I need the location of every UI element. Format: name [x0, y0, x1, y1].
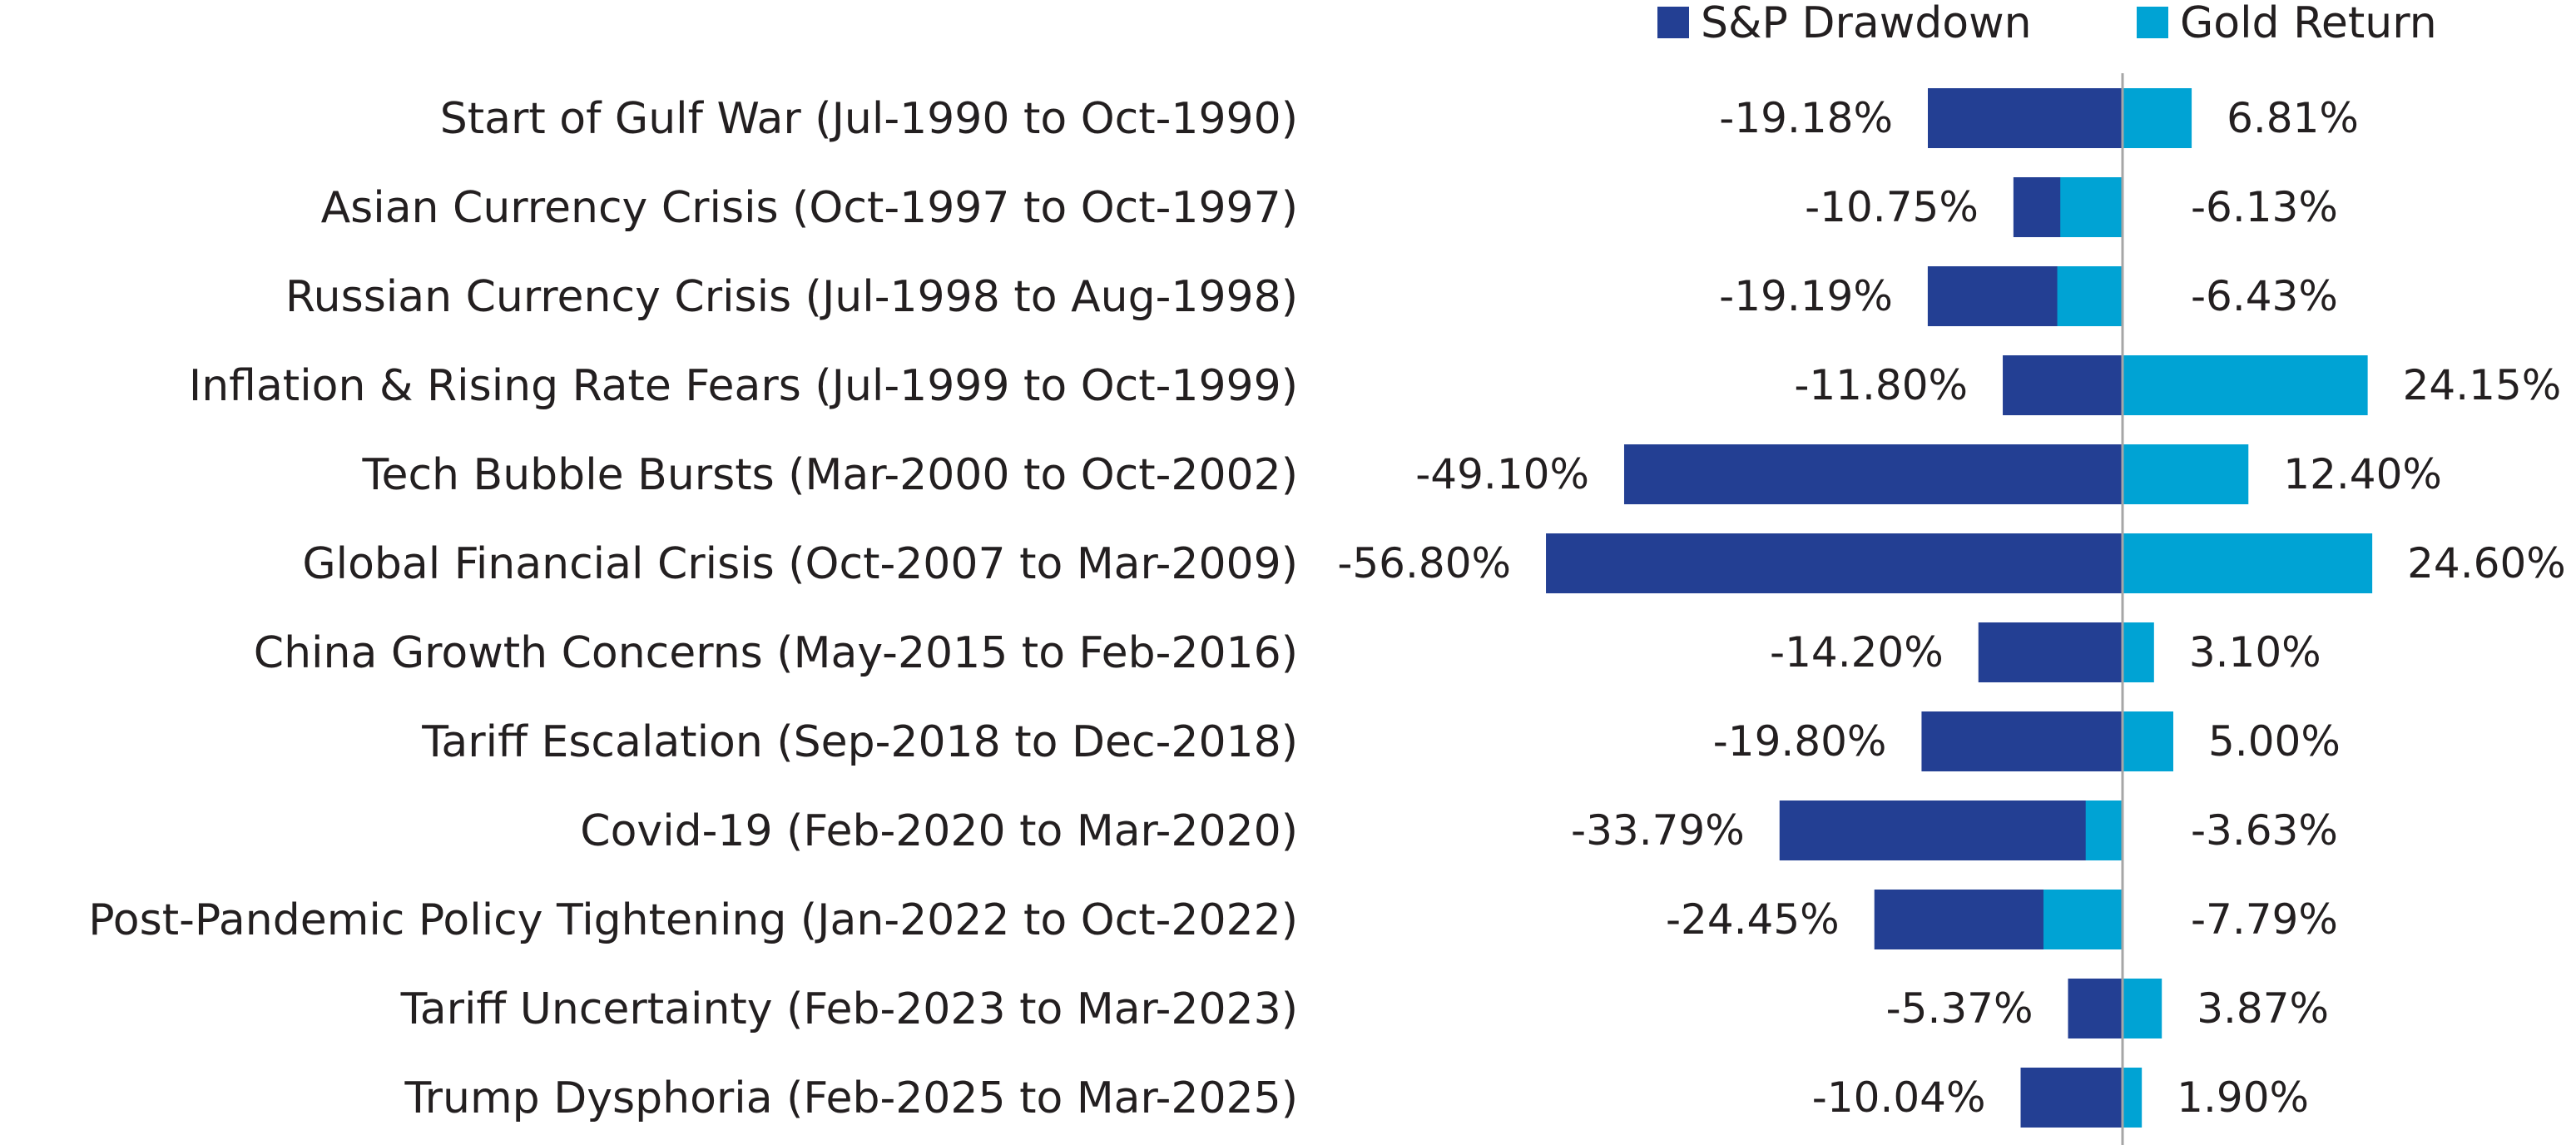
value-label-sp-drawdown: -56.80%	[1337, 539, 1511, 587]
value-label-sp-drawdown: -19.18%	[1719, 94, 1893, 142]
bar-gold-return	[2123, 979, 2162, 1038]
legend-swatch-gold-return	[2137, 7, 2168, 38]
value-label-gold-return: 24.60%	[2407, 539, 2566, 587]
category-label: China Growth Concerns (May-2015 to Feb-2…	[254, 628, 1298, 678]
value-label-gold-return: -6.43%	[2191, 272, 2338, 320]
bar-gold-return	[2123, 1068, 2143, 1128]
category-label: Inflation & Rising Rate Fears (Jul-1999 …	[189, 361, 1298, 411]
value-label-gold-return: 1.90%	[2177, 1073, 2309, 1122]
category-label: Start of Gulf War (Jul-1990 to Oct-1990)	[440, 94, 1298, 144]
bar-sp-drawdown	[1623, 444, 2123, 504]
value-label-sp-drawdown: -10.04%	[1812, 1073, 1986, 1122]
value-label-gold-return: 5.00%	[2208, 717, 2341, 766]
bar-gold-return	[2043, 890, 2123, 949]
legend-label-gold-return: Gold Return	[2180, 0, 2437, 48]
category-label: Covid-19 (Feb-2020 to Mar-2020)	[580, 806, 1298, 856]
bar-gold-return	[2123, 355, 2368, 415]
legend-swatch-sp-drawdown	[1657, 7, 1689, 38]
value-label-sp-drawdown: -14.20%	[1770, 628, 1944, 677]
sp-drawdown-bars	[1546, 88, 2123, 1128]
bar-sp-drawdown	[1546, 533, 2123, 593]
bar-gold-return	[2123, 533, 2373, 593]
legend-label-sp-drawdown: S&P Drawdown	[1701, 0, 2032, 48]
value-label-gold-return: -3.63%	[2191, 806, 2338, 855]
bar-sp-drawdown	[2068, 979, 2123, 1038]
category-label: Russian Currency Crisis (Jul-1998 to Aug…	[285, 272, 1298, 322]
value-label-gold-return: 3.10%	[2189, 628, 2321, 677]
value-label-sp-drawdown: -5.37%	[1886, 984, 2034, 1033]
bar-sp-drawdown	[1928, 88, 2123, 148]
category-labels: Start of Gulf War (Jul-1990 to Oct-1990)…	[88, 94, 1298, 1123]
category-label: Tariff Escalation (Sep-2018 to Dec-2018)	[421, 717, 1298, 767]
category-label: Tech Bubble Bursts (Mar-2000 to Oct-2002…	[362, 450, 1298, 500]
category-label: Trump Dysphoria (Feb-2025 to Mar-2025)	[404, 1073, 1298, 1123]
bar-gold-return	[2085, 801, 2123, 860]
value-label-gold-return: 24.15%	[2403, 361, 2562, 409]
value-label-sp-drawdown: -19.19%	[1719, 272, 1893, 320]
bar-gold-return	[2123, 88, 2192, 148]
bar-sp-drawdown	[2020, 1068, 2123, 1128]
value-label-gold-return: 3.87%	[2197, 984, 2329, 1033]
value-label-gold-return: 6.81%	[2227, 94, 2359, 142]
bar-sp-drawdown	[2003, 355, 2123, 415]
value-label-gold-return: -7.79%	[2191, 895, 2338, 944]
bar-sp-drawdown	[1779, 801, 2123, 860]
value-label-sp-drawdown: -49.10%	[1415, 450, 1589, 498]
value-label-sp-drawdown: -19.80%	[1713, 717, 1887, 766]
value-label-sp-drawdown: -24.45%	[1666, 895, 1840, 944]
value-label-sp-drawdown: -11.80%	[1794, 361, 1968, 409]
category-label: Global Financial Crisis (Oct-2007 to Mar…	[302, 539, 1298, 589]
bar-sp-drawdown	[1921, 711, 2123, 771]
category-label: Asian Currency Crisis (Oct-1997 to Oct-1…	[321, 183, 1298, 233]
bar-gold-return	[2057, 266, 2123, 326]
bar-sp-drawdown	[1978, 622, 2123, 682]
legend: S&P Drawdown Gold Return	[1657, 0, 2437, 48]
category-label: Tariff Uncertainty (Feb-2023 to Mar-2023…	[400, 984, 1298, 1034]
value-label-sp-drawdown: -10.75%	[1805, 183, 1979, 231]
bar-gold-return	[2123, 622, 2154, 682]
value-labels: -19.18% 6.81% -10.75% -6.13% -19.19% -6.43% -1…	[1337, 94, 2565, 1122]
bar-gold-return	[2123, 444, 2249, 504]
bar-gold-return	[2123, 711, 2173, 771]
gold-return-bars	[2043, 88, 2373, 1128]
category-label: Post-Pandemic Policy Tightening (Jan-202…	[88, 895, 1298, 945]
value-label-sp-drawdown: -33.79%	[1571, 806, 1745, 855]
value-label-gold-return: 12.40%	[2283, 450, 2442, 498]
bar-gold-return	[2060, 177, 2123, 237]
value-label-gold-return: -6.13%	[2191, 183, 2338, 231]
